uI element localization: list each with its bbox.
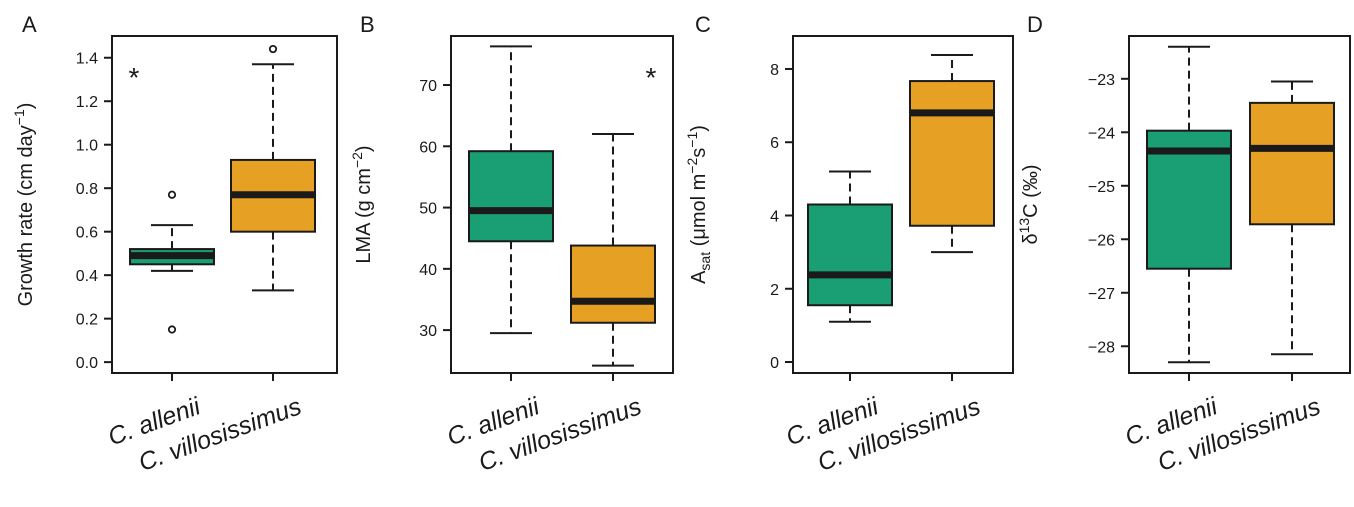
y-tick-label: 8 xyxy=(770,62,779,79)
box-c-allenii xyxy=(468,45,554,335)
y-tick-label: −25 xyxy=(1088,179,1115,196)
y-axis-label: Growth rate (cm day−1) xyxy=(11,103,37,307)
y-tick-label: 0.4 xyxy=(76,268,98,285)
box-iqr xyxy=(570,244,656,324)
box-c-villosissimus xyxy=(570,133,656,367)
box-c-allenii xyxy=(1146,45,1232,364)
box-c-allenii xyxy=(807,170,893,323)
y-tick-label: 70 xyxy=(419,78,437,95)
y-tick-label: 1.4 xyxy=(76,51,98,68)
y-tick-label: −24 xyxy=(1088,125,1115,142)
box-iqr xyxy=(807,203,893,307)
panel-label: C xyxy=(695,12,711,37)
y-tick-label: −27 xyxy=(1088,286,1115,303)
box-c-allenii xyxy=(129,190,215,334)
box-iqr xyxy=(468,150,554,243)
y-tick-label: 0.6 xyxy=(76,225,98,242)
y-tick-label: −26 xyxy=(1088,232,1115,249)
box-iqr xyxy=(1249,101,1335,226)
y-tick-label: 30 xyxy=(419,323,437,340)
y-tick-label: 0.8 xyxy=(76,181,98,198)
plot-frame xyxy=(792,35,1014,374)
plot-frame xyxy=(1128,35,1351,374)
y-tick-label: 2 xyxy=(770,282,779,299)
plot-frame xyxy=(111,35,338,374)
y-tick-label: 1.0 xyxy=(76,138,98,155)
y-tick-label: −23 xyxy=(1088,72,1115,89)
panel-label: B xyxy=(360,12,375,37)
plot-frame xyxy=(450,35,674,374)
significance-asterisk: * xyxy=(129,62,140,93)
y-axis-label: LMA (g cm−2) xyxy=(349,145,375,263)
y-tick-label: 0.0 xyxy=(76,355,98,372)
outlier-point xyxy=(167,325,177,334)
y-tick-label: 1.2 xyxy=(76,94,98,111)
box-iqr xyxy=(909,80,995,227)
y-tick-label: −28 xyxy=(1088,339,1115,356)
y-tick-label: 0 xyxy=(770,355,779,372)
outlier-point xyxy=(167,190,177,199)
y-tick-label: 6 xyxy=(770,135,779,152)
outlier-point xyxy=(268,44,278,54)
panel-label: D xyxy=(1027,12,1043,37)
y-axis-label: Asat (μmol m−2s−1) xyxy=(684,125,713,284)
y-tick-label: 0.2 xyxy=(76,312,98,329)
box-c-villosissimus xyxy=(909,54,995,254)
box-c-villosissimus xyxy=(1249,80,1335,356)
box-c-villosissimus xyxy=(230,44,316,292)
y-axis-label: δ13C (‰) xyxy=(1016,164,1042,244)
y-tick-label: 50 xyxy=(419,201,437,218)
y-tick-label: 60 xyxy=(419,139,437,156)
y-tick-label: 4 xyxy=(770,208,779,225)
significance-asterisk: * xyxy=(646,62,657,93)
y-tick-label: 40 xyxy=(419,262,437,279)
panel-label: A xyxy=(22,12,37,37)
